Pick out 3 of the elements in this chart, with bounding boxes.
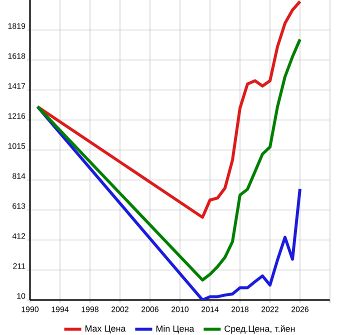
legend-label: Min Цена [156, 325, 194, 334]
legend-label: Max Цена [85, 325, 126, 334]
legend-label: Сред.Цена, т.йен [224, 325, 295, 334]
